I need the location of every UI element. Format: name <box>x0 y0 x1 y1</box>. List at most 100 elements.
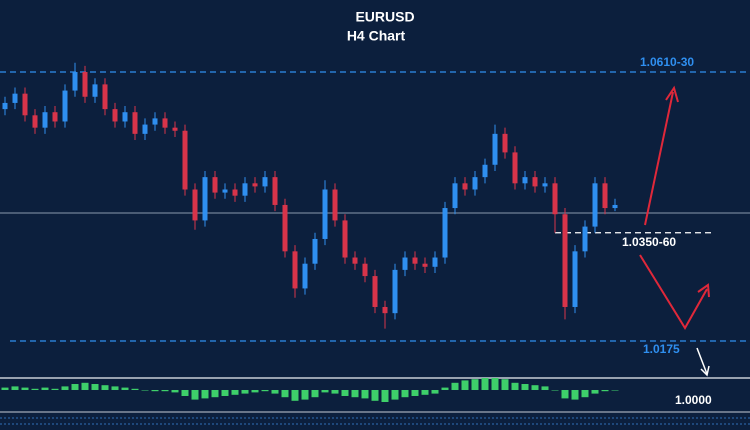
indicator-bar <box>611 390 619 391</box>
indicator-bar <box>561 390 569 399</box>
indicator-bar <box>301 390 309 400</box>
candle-body <box>2 102 8 110</box>
forecast-arrows <box>639 85 710 330</box>
indicator-bar <box>321 390 329 393</box>
indicator-bar <box>441 387 449 390</box>
candle-body <box>342 220 348 258</box>
candle-body <box>192 189 198 221</box>
indicator-bar <box>571 390 579 400</box>
candle-body <box>582 226 588 252</box>
candle-body <box>592 183 598 227</box>
indicator-bar <box>381 390 389 402</box>
level-label: 1.0610-30 <box>640 55 694 69</box>
indicator-bar <box>371 390 379 401</box>
candle-body <box>502 133 508 153</box>
indicator-bar <box>81 382 89 390</box>
indicator-bar <box>161 390 169 392</box>
candle-body <box>62 90 68 122</box>
candle-body <box>312 238 318 264</box>
candle-body <box>442 208 448 258</box>
candle-body <box>12 93 18 103</box>
indicator-bar <box>151 390 159 392</box>
indicator-bar <box>471 379 479 390</box>
indicator-bar <box>431 390 439 394</box>
indicator-bar <box>231 390 239 395</box>
candle-body <box>322 189 328 239</box>
indicator-bar <box>361 390 369 399</box>
candle-body <box>222 189 228 193</box>
indicator-bar <box>461 380 469 390</box>
indicator-bar <box>281 390 289 398</box>
candle-body <box>232 189 238 196</box>
indicator-bar <box>401 390 409 398</box>
candle-body <box>52 112 58 122</box>
indicator-bar <box>191 390 199 400</box>
candle-body <box>352 257 358 264</box>
indicator-bar <box>331 390 339 394</box>
indicator-bar <box>411 390 419 396</box>
target-label: 1.0000 <box>675 393 712 407</box>
indicator-bar <box>61 386 69 390</box>
candle-body <box>412 257 418 264</box>
indicator-bar <box>601 390 609 392</box>
indicator-bar <box>551 390 559 391</box>
candle-body <box>122 112 128 122</box>
candle-body <box>262 177 268 187</box>
indicator-bar <box>131 388 139 390</box>
candle-body <box>452 183 458 209</box>
indicator-bar <box>251 390 259 393</box>
candle-body <box>362 263 368 277</box>
indicator-bar <box>91 384 99 390</box>
indicator-bar <box>421 390 429 395</box>
indicator-bar <box>481 378 489 390</box>
indicator-bar <box>391 390 399 400</box>
indicator-bar <box>41 387 49 390</box>
candle-body <box>142 124 148 134</box>
indicator-bar <box>241 390 249 394</box>
candle-body <box>92 84 98 97</box>
indicator-bar <box>271 390 279 394</box>
candle-body <box>292 251 298 289</box>
candle-body <box>482 164 488 178</box>
candle-body <box>112 109 118 122</box>
chart-title: EURUSD <box>355 9 414 25</box>
candle-body <box>252 183 258 187</box>
candle-body <box>432 257 438 267</box>
candle-body <box>172 127 178 131</box>
candle-body <box>242 183 248 196</box>
indicator-bar <box>211 390 219 398</box>
indicator-bar <box>291 390 299 401</box>
candle-body <box>552 183 558 215</box>
indicator-bar <box>101 385 109 390</box>
candle-body <box>612 204 618 209</box>
candle-body <box>302 263 308 289</box>
indicator-bar <box>31 388 39 390</box>
indicator-bar <box>581 390 589 398</box>
candle-body <box>332 189 338 221</box>
candle-body <box>402 257 408 270</box>
candle-body <box>282 204 288 252</box>
indicator-bar <box>171 390 179 393</box>
indicator-bar <box>1 387 9 390</box>
indicator-bar <box>341 390 349 396</box>
indicator-bar <box>201 390 209 399</box>
indicator-bar <box>111 386 119 390</box>
indicator-bar <box>51 388 59 390</box>
indicator-bar <box>531 385 539 390</box>
candle-body <box>382 306 388 314</box>
candle-body <box>542 183 548 187</box>
indicator-bar <box>71 384 79 390</box>
indicator-bar <box>261 390 269 392</box>
indicator-bar <box>21 387 29 390</box>
candle-body <box>462 183 468 190</box>
candle-body <box>212 177 218 193</box>
indicator-bar <box>141 390 149 391</box>
indicator-bar <box>121 387 129 390</box>
candle-body <box>202 177 208 221</box>
indicator-bar <box>311 390 319 398</box>
candle-body <box>522 177 528 184</box>
indicator-bar <box>181 390 189 396</box>
candle-body <box>532 177 538 187</box>
indicator-bar <box>221 390 229 396</box>
indicator-bar <box>591 390 599 394</box>
